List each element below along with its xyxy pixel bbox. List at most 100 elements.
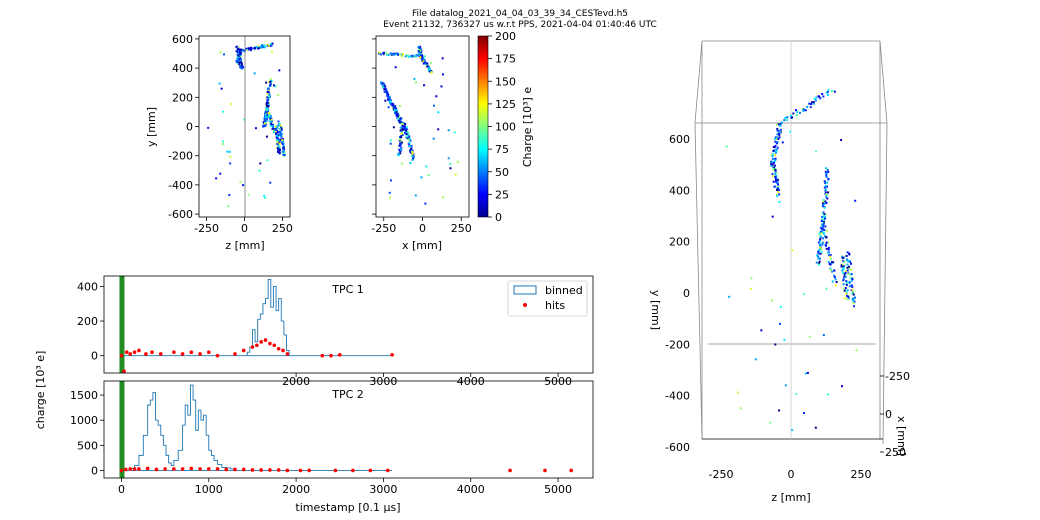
3d-hit bbox=[774, 144, 777, 147]
xy-hit bbox=[400, 55, 403, 58]
3d-hit bbox=[821, 223, 824, 226]
3d-hit bbox=[771, 157, 774, 160]
tpc1-y-tick-label: 400 bbox=[77, 280, 98, 293]
xy-plot-frame bbox=[375, 35, 470, 218]
3d-hit bbox=[778, 133, 781, 136]
3d-hit bbox=[819, 244, 822, 247]
tpc1-y-tick-label: 200 bbox=[77, 315, 98, 328]
zy-hit bbox=[266, 43, 269, 46]
zy-hit bbox=[236, 51, 239, 54]
tpc1-x-tick-label: 5000 bbox=[544, 375, 572, 388]
3d-hit bbox=[775, 123, 778, 126]
3d-hit bbox=[850, 279, 853, 282]
xy-hit bbox=[384, 85, 387, 88]
3d-hit bbox=[816, 254, 819, 257]
zy-hit bbox=[240, 62, 243, 65]
zy-hit bbox=[236, 49, 239, 52]
xy-stray-hit bbox=[390, 179, 393, 182]
3d-panel: -600 -400 -200 0 200 400 600 -250 0 250 -250 0 250… bbox=[649, 40, 910, 504]
3d-hit bbox=[812, 101, 815, 104]
xy-hit bbox=[410, 144, 413, 147]
3d-stray-hit bbox=[728, 295, 731, 298]
3d-hit bbox=[802, 109, 805, 112]
colorbar-label: Charge [10³] e bbox=[521, 87, 534, 167]
3d-hit bbox=[825, 229, 828, 232]
zy-stray-hit bbox=[272, 84, 275, 87]
tpc1-hit-marker bbox=[172, 350, 176, 355]
xy-stray-hit bbox=[414, 81, 417, 84]
zy-hit bbox=[263, 120, 266, 123]
3d-hit bbox=[822, 199, 825, 202]
3d-hit bbox=[824, 243, 827, 246]
zy-hit bbox=[277, 131, 280, 134]
3d-hit bbox=[819, 226, 822, 229]
zy-y-tick-label: -200 bbox=[168, 150, 193, 163]
zy-hit bbox=[273, 129, 276, 132]
zy-hit bbox=[270, 123, 273, 126]
3d-stray-hit bbox=[791, 428, 794, 431]
zy-y-tick-label: 400 bbox=[172, 62, 193, 75]
3d-hit bbox=[772, 149, 775, 152]
zy-hit bbox=[283, 154, 286, 157]
3d-hit bbox=[819, 245, 822, 248]
3d-hit bbox=[820, 219, 823, 222]
tpc2-hit-marker bbox=[163, 467, 167, 471]
zy-hit bbox=[277, 143, 280, 146]
3d-hit bbox=[853, 305, 856, 308]
xy-hit bbox=[408, 55, 411, 58]
xy-hit bbox=[406, 54, 409, 57]
zy-stray-hit bbox=[230, 103, 233, 106]
3d-hit bbox=[819, 235, 822, 238]
zy-hit bbox=[274, 125, 277, 128]
tpc2-hit-marker bbox=[180, 467, 185, 471]
tpc1-trigger-band bbox=[119, 276, 125, 373]
xy-hit bbox=[419, 56, 422, 59]
tpc1-hit-marker bbox=[119, 353, 124, 358]
3d-stray-hit bbox=[841, 385, 844, 388]
colorbar-tick-label: 200 bbox=[495, 30, 516, 43]
3d-hit bbox=[817, 250, 820, 253]
tpc1-hit-marker bbox=[180, 352, 185, 356]
3d-stray-hit bbox=[784, 384, 787, 387]
3d-hit bbox=[821, 212, 824, 215]
3d-hit bbox=[820, 227, 823, 230]
zy-hit bbox=[264, 124, 267, 127]
xy-stray-hit bbox=[388, 191, 391, 194]
3d-hit bbox=[849, 277, 852, 280]
3d-hit bbox=[817, 249, 820, 252]
xy-hit bbox=[419, 50, 422, 53]
xy-hit bbox=[427, 67, 430, 70]
zy-hit bbox=[265, 102, 268, 105]
3d-hit bbox=[852, 293, 855, 296]
zy-hit bbox=[265, 109, 268, 112]
xy-hit bbox=[396, 113, 399, 116]
xy-stray-hit bbox=[454, 173, 457, 176]
3d-stray-hit bbox=[826, 191, 829, 194]
xy-hit bbox=[408, 141, 411, 144]
xy-hit bbox=[403, 126, 406, 129]
zy-hit bbox=[262, 125, 265, 128]
3d-hit bbox=[776, 146, 779, 149]
tpc1-hit-marker bbox=[272, 343, 277, 348]
xy-hit bbox=[409, 149, 412, 152]
3d-hit bbox=[829, 255, 832, 258]
zy-hit bbox=[240, 67, 243, 70]
zy-hit bbox=[275, 132, 278, 135]
3d-hit bbox=[812, 102, 815, 105]
tpc1-x-axis: 2000 3000 4000 5000 bbox=[282, 373, 572, 388]
xy-hit bbox=[407, 131, 410, 134]
zy-stray-hit bbox=[247, 193, 250, 196]
3d-hit bbox=[774, 180, 777, 183]
zy-hit bbox=[275, 133, 278, 136]
3d-hit bbox=[832, 261, 835, 264]
3d-hit bbox=[775, 175, 778, 178]
zy-hit bbox=[278, 141, 281, 144]
zy-hit bbox=[237, 54, 240, 57]
3d-stray-hit bbox=[795, 392, 798, 395]
zy-hit bbox=[267, 87, 270, 90]
3d-hit bbox=[823, 229, 826, 232]
3d-stray-hit bbox=[789, 130, 792, 133]
zy-hit bbox=[277, 135, 280, 138]
3d-hit bbox=[824, 225, 827, 228]
xy-hit bbox=[400, 132, 403, 135]
